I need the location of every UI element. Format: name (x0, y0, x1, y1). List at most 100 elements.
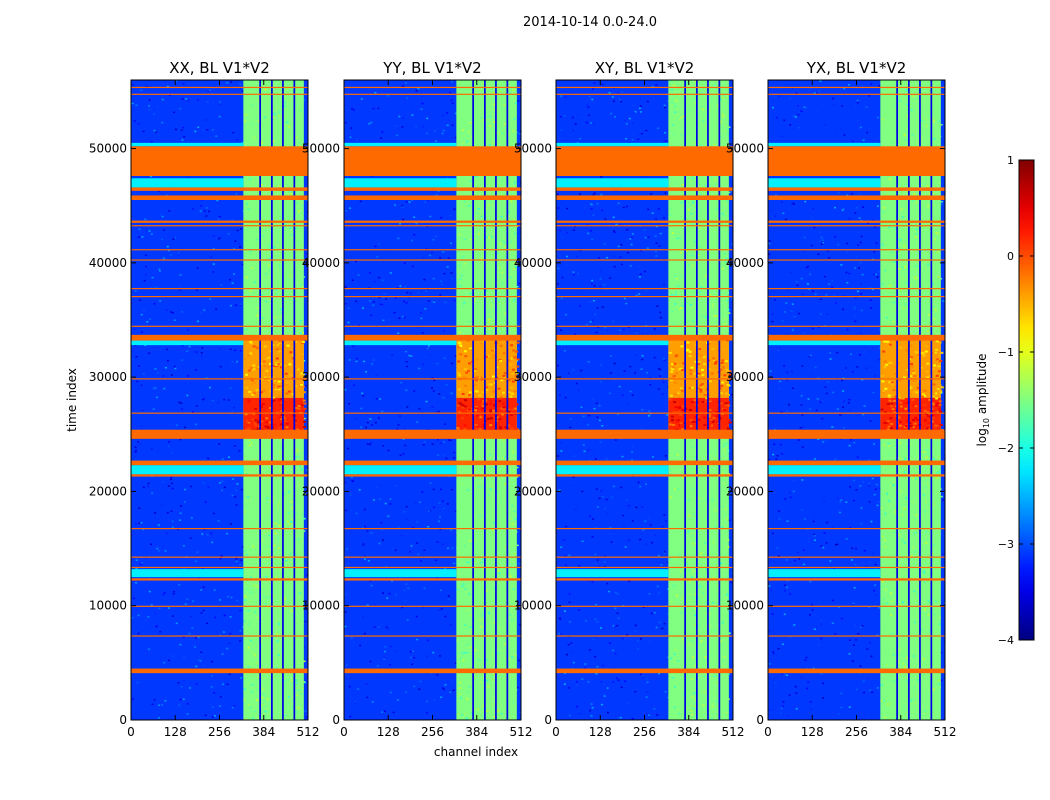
band-cell (474, 649, 477, 651)
band-cell (705, 568, 708, 570)
band-cell (689, 304, 692, 306)
noise-cell (563, 683, 566, 685)
band-cell (275, 667, 278, 669)
noise-cell (371, 369, 374, 371)
noise-cell (180, 408, 183, 410)
noise-cell (227, 356, 230, 358)
band-cell (712, 693, 715, 695)
noise-cell (305, 469, 308, 471)
noise-cell (159, 349, 162, 351)
band-cell (456, 639, 459, 641)
hot-cell (458, 374, 462, 377)
band-cell (679, 117, 682, 119)
noise-cell (581, 540, 584, 543)
noise-cell (204, 501, 207, 503)
band-cell (703, 663, 706, 665)
hot-cell (255, 367, 259, 370)
noise-cell (644, 520, 647, 522)
hot-cell (276, 387, 280, 390)
noise-cell (156, 547, 159, 550)
noise-cell (347, 280, 350, 283)
band-cell (278, 501, 281, 504)
noise-cell (159, 213, 162, 216)
noise-cell (582, 444, 585, 446)
band-cell (256, 689, 259, 691)
hot-cell (284, 372, 288, 375)
noise-cell (203, 528, 206, 531)
noise-cell (226, 683, 229, 686)
flagged-range (131, 635, 308, 637)
band-cell (461, 142, 464, 145)
noise-cell (600, 176, 603, 178)
hot-cell (262, 360, 266, 363)
band-cell (711, 250, 714, 253)
band-cell (694, 607, 697, 610)
band-cell (298, 91, 301, 93)
noise-cell (218, 237, 221, 240)
noise-cell (617, 617, 620, 619)
band-cell (294, 457, 297, 459)
hot-cell (259, 405, 263, 408)
band-cell (690, 576, 693, 579)
noise-cell (584, 667, 587, 669)
noise-cell (140, 425, 143, 428)
hot-cell (468, 394, 472, 397)
noise-cell (217, 520, 220, 522)
band-cell (688, 277, 691, 280)
noise-cell (408, 551, 411, 553)
hot-cell (693, 399, 697, 402)
band-cell (688, 580, 691, 583)
noise-cell (608, 642, 611, 644)
band-cell (275, 289, 278, 291)
hot-cell (266, 426, 270, 429)
noise-cell (455, 112, 458, 115)
band-cell (671, 310, 674, 313)
noise-cell (437, 591, 440, 593)
noise-cell (577, 272, 580, 275)
noise-cell (645, 483, 648, 485)
noise-cell (422, 606, 425, 609)
noise-cell (519, 413, 521, 415)
noise-cell (595, 331, 598, 334)
hot-cell (502, 374, 506, 377)
noise-cell (148, 94, 151, 97)
band-cell (504, 546, 507, 548)
flagged-range (131, 429, 308, 439)
band-cell (504, 483, 507, 485)
noise-cell (570, 642, 573, 644)
band-cell (725, 518, 728, 520)
noise-cell (578, 193, 581, 195)
noise-cell (437, 491, 440, 493)
band-cell (482, 486, 485, 488)
band-cell (298, 144, 301, 147)
noise-cell (241, 546, 244, 548)
noise-cell (639, 673, 642, 676)
noise-cell (426, 347, 429, 350)
noise-cell (373, 281, 376, 283)
x-tick-label: 256 (421, 725, 444, 739)
band-cell (722, 115, 725, 117)
band-cell (253, 710, 256, 713)
noise-cell (426, 700, 429, 703)
band-cell (265, 576, 268, 578)
hot-cell (296, 420, 300, 423)
band-cell (677, 659, 680, 662)
hot-cell (697, 418, 701, 421)
band-cell (723, 214, 726, 217)
band-cell (711, 240, 714, 242)
band-cell (685, 594, 688, 596)
band-cell (499, 125, 502, 128)
noise-cell (590, 208, 593, 210)
band-cell (303, 681, 306, 684)
band-cell (272, 200, 275, 202)
band-cell (694, 623, 697, 625)
noise-cell (345, 664, 348, 666)
band-cell (699, 246, 702, 248)
hot-cell (294, 385, 298, 388)
band-cell (705, 185, 708, 187)
noise-cell (347, 240, 350, 242)
noise-cell (201, 398, 204, 401)
hot-cell (701, 427, 705, 430)
band-cell (682, 476, 685, 479)
noise-cell (135, 631, 138, 633)
